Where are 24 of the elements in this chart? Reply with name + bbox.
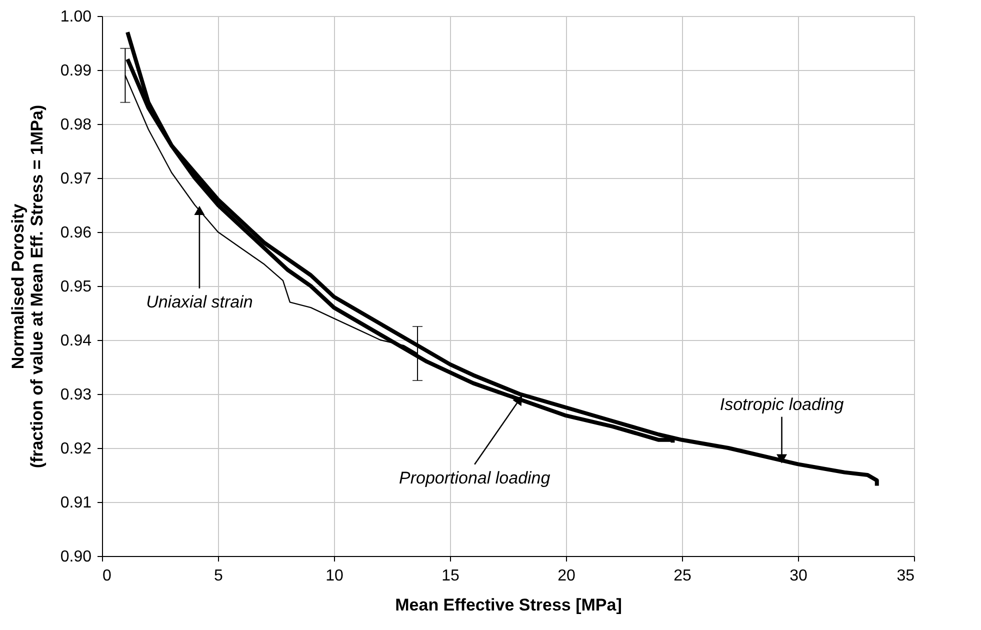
annotation: Uniaxial strain xyxy=(146,292,253,312)
x-axis-title: Mean Effective Stress [MPa] xyxy=(395,596,622,614)
y-tick-label: 0.98 xyxy=(60,116,92,134)
x-tick-label: 20 xyxy=(558,568,576,584)
x-tick-label: 10 xyxy=(326,568,344,584)
x-tick-label: 0 xyxy=(102,568,112,584)
y-tick-label: 1.00 xyxy=(60,8,92,26)
x-tick-label: 5 xyxy=(214,568,224,584)
x-tick-label: 25 xyxy=(674,568,692,584)
x-tick-label: 30 xyxy=(790,568,808,584)
annotation: Isotropic loading xyxy=(720,394,844,414)
y-tick-label: 0.90 xyxy=(60,548,92,566)
annotation: Proportional loading xyxy=(398,468,551,488)
x-tick-label: 35 xyxy=(896,568,915,584)
y-tick-label: 0.99 xyxy=(60,62,92,80)
y-tick-label: 0.93 xyxy=(60,386,92,404)
y-tick-label: 0.97 xyxy=(60,170,92,188)
y-tick-label: 0.94 xyxy=(60,332,92,350)
y-tick-label: 0.92 xyxy=(60,440,92,458)
x-tick-label: 15 xyxy=(442,568,460,584)
y-axis-title: Normalised Porosity (fraction of value at Mean Eff. Stress = 1MPa) xyxy=(8,104,46,468)
y-tick-label: 0.91 xyxy=(60,494,92,512)
y-tick-label: 0.96 xyxy=(60,224,92,242)
y-tick-label: 0.95 xyxy=(60,278,92,296)
